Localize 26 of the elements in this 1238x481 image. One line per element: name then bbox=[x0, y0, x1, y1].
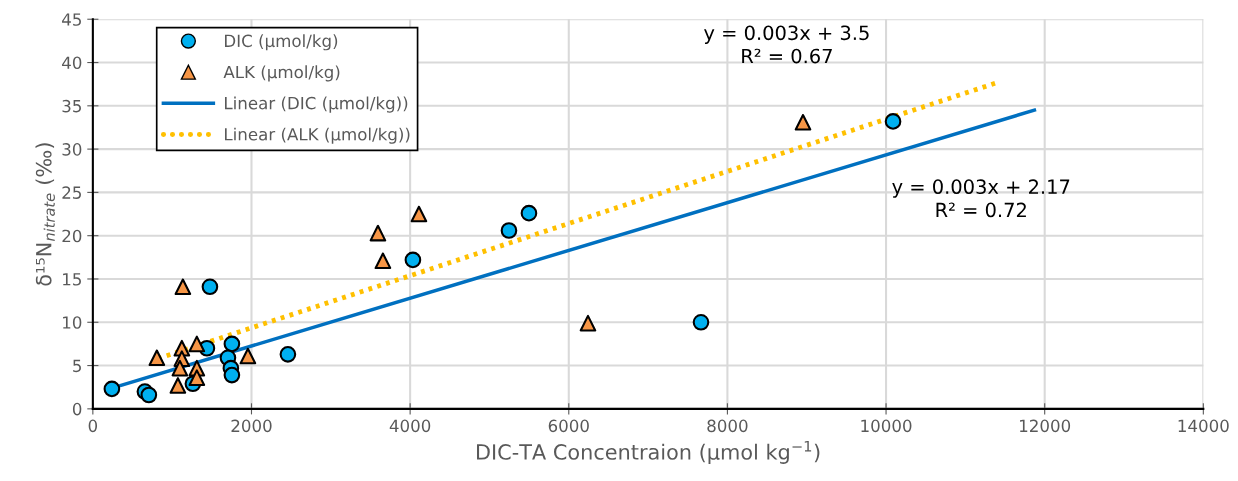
x-tick-label: 10000 bbox=[861, 419, 912, 433]
y-tick-label: 45 bbox=[62, 13, 81, 26]
x-axis-title: DIC-TA Concentraion (µmol kg$^{−1}$) bbox=[477, 440, 820, 464]
x-tick-label: 2000 bbox=[231, 419, 272, 433]
y-tick-label: 0 bbox=[72, 402, 82, 416]
y-axis-title: δ¹⁵N$_{nitrate}$ (‰) bbox=[35, 143, 55, 286]
x-tick-label: 4000 bbox=[389, 419, 431, 433]
x-tick-label: 14000 bbox=[1178, 419, 1229, 433]
y-tick-label: 25 bbox=[62, 186, 81, 199]
x-tick-label: 0 bbox=[88, 419, 98, 433]
y-tick-label: 20 bbox=[62, 229, 82, 243]
x-tick-label: 8000 bbox=[707, 419, 748, 433]
y-tick-label: 40 bbox=[62, 56, 82, 70]
y-tick-label: 5 bbox=[73, 359, 81, 373]
legend-label: DIC (µmol/kg) bbox=[225, 34, 338, 51]
x-tick-label: 12000 bbox=[1020, 419, 1071, 433]
y-tick-label: 15 bbox=[63, 273, 81, 286]
legend-label: Linear (ALK (µmol/kg)) bbox=[225, 127, 410, 144]
legend-label: Linear (DIC (µmol/kg)) bbox=[225, 96, 408, 113]
annotation: y = 0.003x + 3.5 R² = 0.67 bbox=[704, 25, 869, 64]
x-tick-label: 6000 bbox=[548, 419, 589, 433]
y-tick-label: 10 bbox=[63, 316, 82, 329]
y-tick-label: 30 bbox=[62, 143, 82, 156]
annotation: y = 0.003x + 2.17 R² = 0.72 bbox=[892, 179, 1070, 218]
legend-label: ALK (µmol/kg) bbox=[223, 65, 340, 82]
y-tick-label: 35 bbox=[62, 99, 81, 113]
